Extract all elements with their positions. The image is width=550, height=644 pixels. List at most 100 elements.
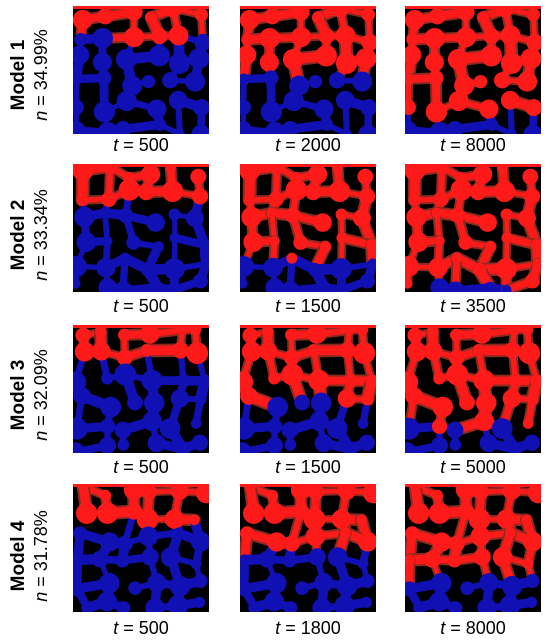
resident-pore: [168, 90, 188, 110]
resident-pore: [153, 118, 167, 131]
resident-pore: [314, 434, 333, 453]
invaded-pore: [424, 52, 444, 72]
resident-pore: [145, 598, 165, 612]
invaded-pore: [189, 514, 200, 526]
resident-pore: [73, 387, 91, 405]
porosity-label: n = 33.34%: [31, 189, 51, 281]
resident-pore: [175, 441, 191, 453]
invaded-pore: [269, 235, 280, 247]
resident-pore: [191, 124, 209, 134]
invaded-pore: [405, 9, 425, 30]
resident-pore: [320, 118, 334, 131]
invaded-pore: [472, 164, 493, 184]
invaded-pore: [136, 508, 159, 531]
invaded-pore: [517, 209, 536, 228]
resident-pore: [159, 418, 181, 439]
resident-pore: [188, 48, 209, 69]
resident-pore: [194, 393, 207, 406]
resident-pore: [200, 258, 209, 270]
invaded-pore: [522, 168, 539, 185]
invaded-pore: [242, 327, 258, 343]
resident-pore: [240, 99, 251, 115]
invaded-pore: [282, 48, 304, 70]
invaded-pore: [455, 484, 476, 500]
invaded-pore: [343, 373, 358, 388]
row-label-model-4: Model 4 n = 31.78%: [0, 481, 60, 631]
invaded-pore: [266, 207, 278, 219]
invaded-pore: [267, 532, 287, 552]
resident-pore: [330, 258, 352, 280]
invaded-pore: [505, 527, 516, 539]
resident-pore: [148, 45, 170, 67]
resident-pore: [113, 281, 134, 292]
invaded-pore: [141, 484, 157, 500]
invaded-pore: [123, 484, 144, 500]
resident-pore: [118, 207, 134, 224]
resident-pore: [445, 281, 466, 292]
invaded-pore: [290, 484, 311, 500]
invaded-pore: [264, 8, 281, 25]
invaded-pore: [494, 72, 511, 89]
invaded-pore: [432, 396, 454, 418]
invaded-pore: [365, 374, 376, 388]
invaded-pore: [303, 508, 326, 531]
resident-pore: [127, 394, 143, 411]
resident-pore: [248, 601, 262, 612]
resident-pore: [525, 596, 538, 609]
simulation-panel: [240, 484, 376, 612]
invaded-pore: [365, 238, 376, 252]
invaded-pore: [73, 164, 94, 181]
inlet-boundary: [240, 6, 376, 9]
resident-pore: [100, 532, 120, 552]
resident-pore: [116, 535, 133, 552]
resident-pore: [280, 281, 301, 292]
resident-pore: [342, 441, 358, 453]
resident-pore: [151, 281, 165, 292]
row-label-model-1: Model 1 n = 34.99%: [0, 0, 60, 150]
resident-pore: [507, 441, 523, 453]
resident-pore: [73, 99, 84, 115]
simulation-panel: [405, 325, 541, 453]
time-caption: t = 500: [113, 135, 169, 155]
resident-pore: [170, 389, 190, 408]
resident-pore: [281, 121, 299, 134]
resident-pore: [360, 596, 373, 609]
resident-pore: [97, 121, 119, 134]
invaded-pore: [457, 6, 475, 21]
invaded-pore: [433, 372, 446, 385]
resident-pore: [446, 421, 464, 439]
resident-pore: [501, 285, 512, 292]
resident-pore: [499, 595, 521, 612]
invaded-pore: [473, 548, 491, 566]
resident-pore: [173, 527, 184, 539]
invaded-pore: [532, 258, 541, 270]
resident-pore: [431, 572, 452, 594]
invaded-pore: [459, 394, 475, 411]
time-caption: t = 1500: [275, 457, 341, 477]
invaded-pore: [405, 45, 422, 65]
invaded-pore: [335, 52, 358, 74]
invaded-pore: [472, 344, 486, 357]
invaded-pore: [408, 502, 430, 524]
resident-pore: [341, 129, 352, 134]
resident-pore: [265, 278, 285, 292]
invaded-pore: [477, 11, 490, 24]
invaded-pore: [405, 256, 420, 277]
resident-pore: [141, 369, 163, 392]
invaded-pore: [241, 206, 262, 228]
resident-pore: [115, 48, 137, 70]
invaded-pore: [500, 52, 523, 74]
invaded-pore: [484, 241, 496, 253]
resident-pore: [119, 252, 131, 264]
resident-pore: [352, 71, 373, 92]
invaded-pore: [527, 484, 541, 504]
simulation-panel: [405, 164, 541, 292]
invaded-pore: [526, 33, 541, 52]
time-caption: t = 500: [113, 618, 169, 638]
invaded-pore: [91, 341, 111, 361]
simulation-panel: [73, 325, 209, 453]
resident-pore: [97, 591, 118, 612]
invaded-pore: [258, 341, 278, 361]
invaded-pore: [446, 363, 469, 386]
invaded-pore: [140, 344, 154, 357]
